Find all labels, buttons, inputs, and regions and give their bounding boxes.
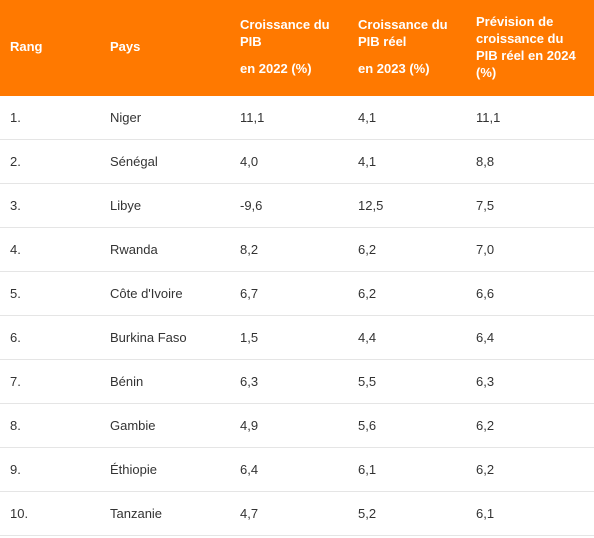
col-header-label: Prévision de croissance du PIB réel en 2…	[476, 14, 576, 80]
cell-rank: 3.	[0, 183, 100, 227]
col-header-label: Croissance du PIB réel	[358, 17, 448, 49]
cell-g2024: 8,8	[466, 139, 594, 183]
cell-g2022: 4,0	[230, 139, 348, 183]
cell-g2022: 6,4	[230, 447, 348, 491]
cell-g2024: 7,0	[466, 227, 594, 271]
cell-g2024: 6,6	[466, 271, 594, 315]
table-row: 7.Bénin6,35,56,3	[0, 359, 594, 403]
cell-g2024: 6,2	[466, 447, 594, 491]
cell-rank: 5.	[0, 271, 100, 315]
cell-rank: 6.	[0, 315, 100, 359]
cell-pays: Éthiopie	[100, 447, 230, 491]
col-header-g2022: Croissance du PIB en 2022 (%)	[230, 0, 348, 96]
col-header-g2024: Prévision de croissance du PIB réel en 2…	[466, 0, 594, 96]
table-row: 9.Éthiopie6,46,16,2	[0, 447, 594, 491]
col-header-rank: Rang	[0, 0, 100, 96]
cell-pays: Gambie	[100, 403, 230, 447]
cell-g2024: 6,1	[466, 491, 594, 535]
col-header-pays: Pays	[100, 0, 230, 96]
cell-pays: Burkina Faso	[100, 315, 230, 359]
cell-pays: Rwanda	[100, 227, 230, 271]
cell-g2024: 6,3	[466, 359, 594, 403]
cell-g2023: 6,1	[348, 447, 466, 491]
cell-g2023: 4,4	[348, 315, 466, 359]
cell-g2024: 6,4	[466, 315, 594, 359]
table-row: 6.Burkina Faso1,54,46,4	[0, 315, 594, 359]
table-row: 4.Rwanda8,26,27,0	[0, 227, 594, 271]
cell-rank: 7.	[0, 359, 100, 403]
cell-pays: Côte d'Ivoire	[100, 271, 230, 315]
cell-g2022: 6,7	[230, 271, 348, 315]
cell-rank: 4.	[0, 227, 100, 271]
gdp-growth-table: Rang Pays Croissance du PIB en 2022 (%) …	[0, 0, 594, 536]
cell-rank: 1.	[0, 96, 100, 140]
cell-g2022: -9,6	[230, 183, 348, 227]
col-header-label: Rang	[10, 39, 43, 54]
cell-g2022: 4,9	[230, 403, 348, 447]
cell-rank: 10.	[0, 491, 100, 535]
table-row: 8.Gambie4,95,66,2	[0, 403, 594, 447]
col-header-label: Pays	[110, 39, 140, 54]
cell-rank: 8.	[0, 403, 100, 447]
cell-g2023: 5,6	[348, 403, 466, 447]
cell-g2022: 8,2	[230, 227, 348, 271]
table-row: 5.Côte d'Ivoire6,76,26,6	[0, 271, 594, 315]
cell-rank: 2.	[0, 139, 100, 183]
col-header-sublabel: en 2023 (%)	[358, 61, 456, 78]
table-row: 1.Niger11,14,111,1	[0, 96, 594, 140]
col-header-sublabel: en 2022 (%)	[240, 61, 338, 78]
cell-g2023: 4,1	[348, 96, 466, 140]
cell-g2023: 5,5	[348, 359, 466, 403]
cell-rank: 9.	[0, 447, 100, 491]
cell-g2022: 1,5	[230, 315, 348, 359]
cell-g2024: 7,5	[466, 183, 594, 227]
cell-g2024: 11,1	[466, 96, 594, 140]
cell-pays: Libye	[100, 183, 230, 227]
cell-g2023: 12,5	[348, 183, 466, 227]
cell-pays: Niger	[100, 96, 230, 140]
cell-pays: Sénégal	[100, 139, 230, 183]
cell-g2024: 6,2	[466, 403, 594, 447]
cell-g2023: 6,2	[348, 227, 466, 271]
cell-g2022: 11,1	[230, 96, 348, 140]
table-row: 2.Sénégal4,04,18,8	[0, 139, 594, 183]
table-row: 10.Tanzanie4,75,26,1	[0, 491, 594, 535]
table-row: 3.Libye-9,612,57,5	[0, 183, 594, 227]
table-header-row: Rang Pays Croissance du PIB en 2022 (%) …	[0, 0, 594, 96]
col-header-g2023: Croissance du PIB réel en 2023 (%)	[348, 0, 466, 96]
col-header-label: Croissance du PIB	[240, 17, 330, 49]
cell-g2022: 4,7	[230, 491, 348, 535]
cell-g2023: 5,2	[348, 491, 466, 535]
cell-g2023: 6,2	[348, 271, 466, 315]
cell-pays: Tanzanie	[100, 491, 230, 535]
cell-g2022: 6,3	[230, 359, 348, 403]
cell-pays: Bénin	[100, 359, 230, 403]
cell-g2023: 4,1	[348, 139, 466, 183]
